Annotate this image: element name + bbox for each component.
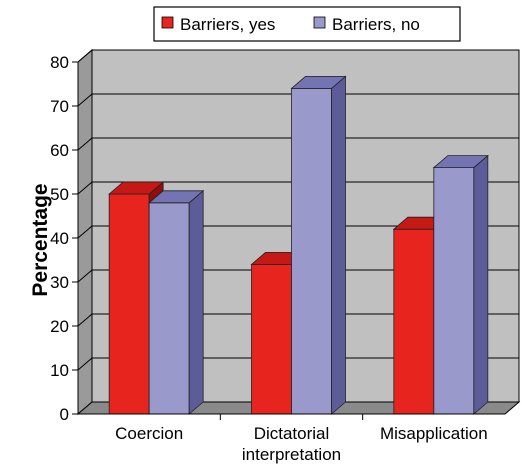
bar-front (291, 88, 332, 415)
y-tick-label: 20 (50, 317, 69, 336)
bar-front (251, 263, 292, 415)
legend-label: Barriers, no (332, 15, 420, 34)
y-axis-title: Percentage (29, 183, 52, 296)
gridline (77, 357, 519, 371)
x-tick-label: Coercion (115, 424, 183, 443)
gridline (77, 181, 519, 195)
bar-top (108, 181, 165, 195)
bar-top (148, 190, 205, 204)
x-axis: Coercion Dictatorial interpretation Misappl… (78, 413, 505, 464)
x-tick-label: Misapplication (380, 424, 488, 443)
bar (148, 189, 205, 415)
gridline (77, 49, 519, 63)
y-tick-label: 70 (50, 97, 69, 116)
y-tick-label: 10 (50, 361, 69, 380)
y-tick-label: 30 (50, 273, 69, 292)
legend-swatch (313, 16, 326, 29)
bar-side (473, 154, 489, 415)
legend: Barriers, yes Barriers, no (153, 6, 461, 42)
gridline (77, 313, 519, 327)
gridline (77, 93, 519, 107)
legend-label: Barriers, yes (180, 15, 275, 34)
bar-front (393, 228, 435, 415)
bar-front (433, 167, 475, 415)
gridline (77, 225, 519, 239)
legend-box (153, 6, 461, 42)
y-tick-label: 50 (50, 185, 69, 204)
bar (432, 154, 489, 415)
y-tick-label: 80 (50, 53, 69, 72)
gridlines (77, 49, 519, 371)
y-tick-label: 60 (50, 141, 69, 160)
bar (290, 75, 347, 415)
bar-front (148, 202, 190, 415)
bar-top (432, 155, 489, 169)
bar-front (108, 193, 150, 415)
bars (108, 75, 489, 415)
gridline (77, 269, 519, 283)
bar-top (290, 76, 347, 89)
legend-swatch (161, 16, 174, 29)
bar-side (188, 189, 204, 415)
gridline (77, 137, 519, 151)
y-axis: 0 10 20 30 40 50 60 70 80 (50, 53, 79, 424)
y-tick-label: 40 (50, 229, 69, 248)
x-tick-label: Dictatorial interpretation (242, 424, 341, 464)
y-tick-label: 0 (60, 405, 69, 424)
bar-side (331, 75, 346, 415)
